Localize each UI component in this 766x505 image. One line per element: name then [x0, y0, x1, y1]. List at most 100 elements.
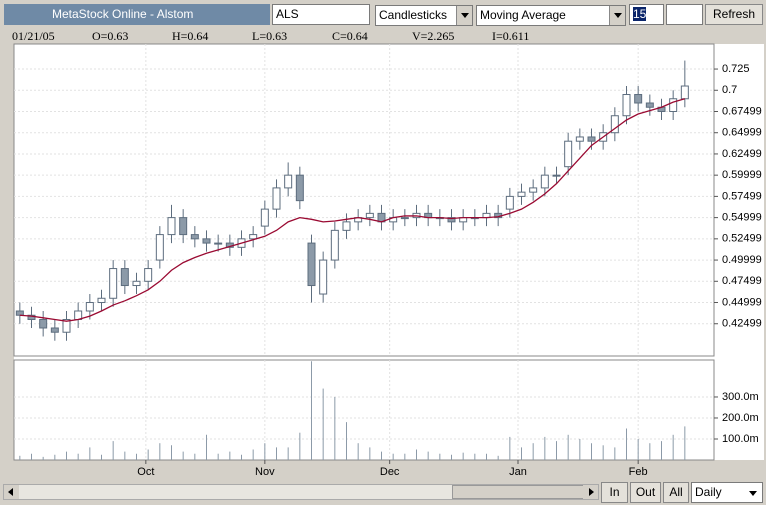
candle-body	[27, 314, 36, 320]
refresh-button[interactable]: Refresh	[705, 4, 763, 25]
y-tick-label: 0.59999	[722, 169, 762, 181]
dropdown-button[interactable]	[609, 6, 625, 25]
y-tick-label: 0.42499	[722, 318, 762, 330]
candle-body	[62, 318, 71, 333]
x-tick-label: Dec	[380, 466, 400, 478]
zoom-out-button[interactable]: Out	[630, 482, 661, 503]
info-high: H=0.64	[172, 29, 209, 43]
candle-body	[202, 238, 211, 244]
y-tick-label: 300.0m	[722, 391, 759, 403]
moving-average-line	[19, 98, 686, 322]
candle-body	[564, 140, 573, 168]
candle-body	[575, 136, 584, 142]
y-tick-label: 0.67499	[722, 105, 762, 117]
candle-body	[249, 234, 258, 240]
y-tick-label: 0.64999	[722, 127, 762, 139]
arrow	[614, 13, 622, 22]
y-tick-label: 0.57499	[722, 190, 762, 202]
y-tick-label: 100.0m	[722, 433, 759, 445]
candle-body	[272, 187, 281, 210]
candle-body	[167, 217, 176, 236]
x-tick-label: Oct	[137, 466, 154, 478]
candle-body	[307, 242, 316, 287]
candle-body	[645, 102, 654, 108]
y-tick-label: 0.49999	[722, 254, 762, 266]
volume-panel	[13, 359, 715, 461]
candle-body	[552, 174, 561, 177]
price-panel	[13, 43, 715, 357]
x-tick-label: Jan	[509, 466, 527, 478]
y-tick-label: 0.7	[722, 84, 737, 96]
y-tick-label: 0.44999	[722, 296, 762, 308]
y-tick-label: 0.47499	[722, 275, 762, 287]
info-bar: 01/21/05 O=0.63 H=0.64 L=0.63 C=0.64 V=2…	[0, 29, 766, 44]
candle-body	[669, 98, 678, 112]
scrollbar[interactable]	[3, 484, 599, 500]
candle-body	[179, 217, 188, 236]
info-volume: V=2.265	[412, 29, 455, 43]
interval-select[interactable]: Daily	[691, 482, 763, 503]
period: 15	[633, 7, 647, 21]
candle-body	[85, 302, 94, 312]
arrow	[8, 488, 13, 496]
scroll-thumb[interactable]	[452, 485, 584, 499]
info-low: L=0.63	[252, 29, 288, 43]
candle-body	[342, 221, 351, 231]
candle-body	[505, 195, 514, 210]
candle-body	[97, 297, 106, 304]
all-button[interactable]: All	[663, 482, 689, 503]
symbol-input[interactable]: ALS	[272, 4, 370, 25]
candle-body	[680, 85, 689, 100]
bottom-bar: In Out All Daily	[0, 481, 766, 505]
y-tick-label: 0.62499	[722, 148, 762, 160]
x-tick-label: Feb	[629, 466, 648, 478]
zoom-in-button[interactable]: In	[601, 482, 628, 503]
scroll-left[interactable]	[4, 485, 19, 499]
candle-body	[634, 94, 643, 104]
candle-body	[132, 280, 141, 287]
toolbar: MetaStock Online - Alstom ALS Candlestic…	[0, 0, 766, 29]
candle-body	[447, 217, 456, 223]
candle-body	[587, 136, 596, 142]
dropdown-button[interactable]	[456, 6, 472, 25]
candle-body	[39, 318, 48, 329]
interval: Daily	[695, 485, 722, 499]
candle-body	[15, 310, 24, 316]
y-tick-label: 0.52499	[722, 233, 762, 245]
y-tick-label: 0.54999	[722, 212, 762, 224]
candle-body	[330, 229, 339, 261]
candle-body	[319, 259, 328, 295]
candle-body	[155, 234, 164, 261]
candle-body	[284, 174, 293, 189]
candle-body	[517, 191, 526, 197]
candle-body	[260, 208, 269, 227]
indicator-select[interactable]: Moving Average	[476, 5, 626, 26]
app-title: MetaStock Online - Alstom	[4, 4, 270, 25]
blank-input[interactable]	[666, 4, 703, 25]
arrow	[749, 491, 757, 500]
info-date: 01/21/05	[12, 29, 55, 43]
candle-body	[190, 234, 199, 240]
x-tick-label: Nov	[255, 466, 275, 478]
indicator: Moving Average	[480, 8, 566, 22]
candle-body	[295, 174, 304, 202]
info-indicator: I=0.611	[492, 29, 530, 43]
arrow	[461, 13, 469, 22]
y-tick-label: 200.0m	[722, 412, 759, 424]
candle-body	[109, 268, 118, 299]
scroll-right[interactable]	[583, 485, 598, 499]
info-open: O=0.63	[92, 29, 129, 43]
candle-body	[400, 217, 409, 220]
candle-body	[120, 268, 129, 287]
candle-body	[144, 268, 153, 282]
candle-body	[214, 242, 223, 245]
chart-style-select[interactable]: Candlesticks	[375, 5, 473, 26]
chart-style: Candlesticks	[379, 8, 448, 22]
candle-body	[529, 187, 538, 193]
info-close: C=0.64	[332, 29, 368, 43]
chart: 0.725 0.7 0.67499 0.64999 0.62499 0.59999 0.57…	[13, 43, 764, 478]
period-input[interactable]: 15	[629, 4, 664, 25]
candle-body	[610, 115, 619, 134]
candle-body	[365, 212, 374, 219]
